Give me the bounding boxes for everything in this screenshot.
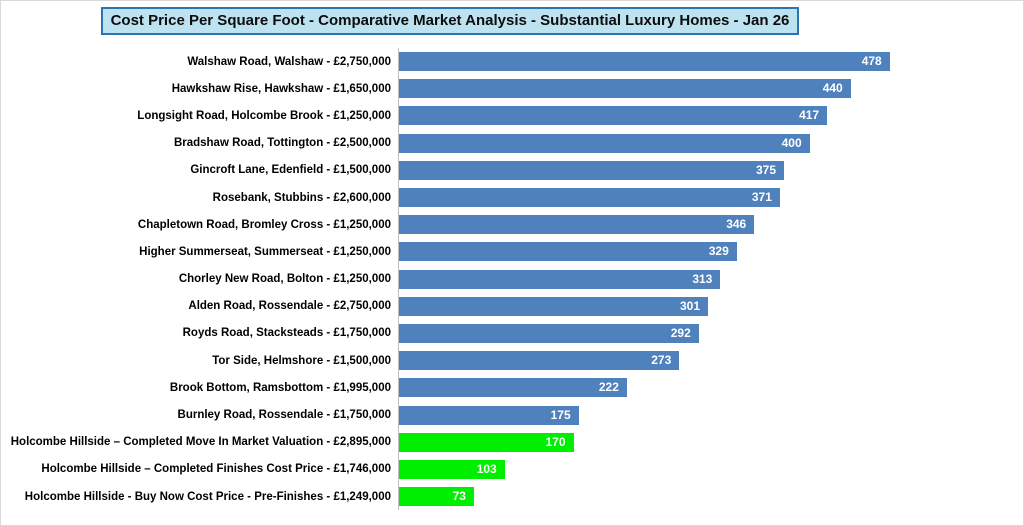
bar: 371 (399, 188, 780, 208)
chart-row: Holcombe Hillside – Completed Finishes C… (1, 455, 1015, 483)
chart-row: Tor Side, Helmshore - £1,500,000 273 (1, 347, 1015, 375)
bar-track: 346 (398, 211, 1015, 239)
bar-track: 273 (398, 347, 1015, 375)
value-label: 400 (781, 135, 802, 150)
value-label: 313 (692, 271, 713, 286)
value-label: 222 (598, 380, 619, 395)
bar: 273 (399, 351, 680, 371)
bar-track: 329 (398, 238, 1015, 266)
chart-row: Bradshaw Road, Tottington - £2,500,000 40… (1, 129, 1015, 157)
chart-row: Walshaw Road, Walshaw - £2,750,000 478 (1, 48, 1015, 76)
chart-row: Higher Summerseat, Summerseat - £1,250,0… (1, 238, 1015, 266)
value-label: 175 (550, 407, 571, 422)
category-label: Holcombe Hillside – Completed Finishes C… (41, 463, 391, 476)
category-label: Holcombe Hillside – Completed Move In Ma… (10, 436, 391, 449)
bar: 329 (399, 242, 737, 262)
bar-track: 103 (398, 455, 1015, 483)
bar-track: 400 (398, 129, 1015, 157)
category-label: Walshaw Road, Walshaw - £2,750,000 (187, 55, 391, 68)
bar: 478 (399, 52, 890, 72)
bar: 170 (399, 432, 574, 452)
chart-row: Burnley Road, Rossendale - £1,750,000 175 (1, 401, 1015, 429)
chart-row: Brook Bottom, Ramsbottom - £1,995,000 222 (1, 374, 1015, 402)
bar: 175 (399, 405, 579, 425)
value-label: 292 (670, 325, 691, 340)
category-label: Alden Road, Rossendale - £2,750,000 (188, 300, 391, 313)
bar-track: 417 (398, 102, 1015, 130)
category-label: Higher Summerseat, Summerseat - £1,250,0… (139, 245, 391, 258)
bar: 417 (399, 106, 828, 126)
chart-title: Cost Price Per Square Foot - Comparative… (101, 7, 799, 35)
category-label: Gincroft Lane, Edenfield - £1,500,000 (190, 164, 391, 177)
chart-row: Royds Road, Stacksteads - £1,750,000 292 (1, 319, 1015, 348)
chart-row: Longsight Road, Holcombe Brook - £1,250,… (1, 102, 1015, 130)
plot-area: Walshaw Road, Walshaw - £2,750,000 478 Haw… (1, 48, 1015, 511)
value-label: 273 (651, 353, 672, 368)
value-label: 417 (799, 108, 820, 123)
value-label: 170 (545, 434, 566, 449)
value-label: 375 (755, 162, 776, 177)
bar: 103 (399, 459, 505, 479)
bar-track: 371 (398, 183, 1015, 212)
bar-track: 175 (398, 401, 1015, 429)
chart-row: Hawkshaw Rise, Hawkshaw - £1,650,000 440 (1, 75, 1015, 103)
value-label: 478 (861, 54, 882, 69)
value-label: 440 (822, 81, 843, 96)
bar: 73 (399, 487, 474, 507)
category-label: Burnley Road, Rossendale - £1,750,000 (177, 409, 391, 422)
value-label: 329 (708, 244, 729, 259)
bar: 301 (399, 296, 709, 316)
value-label: 73 (452, 489, 466, 504)
category-label: Brook Bottom, Ramsbottom - £1,995,000 (169, 381, 391, 394)
bar-track: 375 (398, 156, 1015, 184)
value-label: 346 (726, 217, 747, 232)
bar: 222 (399, 378, 627, 398)
bar-track: 440 (398, 75, 1015, 103)
category-label: Longsight Road, Holcombe Brook - £1,250,… (137, 109, 391, 122)
category-label: Tor Side, Helmshore - £1,500,000 (212, 354, 391, 367)
bar-track: 222 (398, 374, 1015, 402)
bar-track: 313 (398, 265, 1015, 293)
bar-track: 301 (398, 292, 1015, 320)
bar: 346 (399, 215, 755, 235)
category-label: Rosebank, Stubbins - £2,600,000 (212, 191, 391, 204)
chart-row: Holcombe Hillside - Buy Now Cost Price -… (1, 483, 1015, 511)
category-label: Bradshaw Road, Tottington - £2,500,000 (173, 137, 391, 150)
category-label: Chapletown Road, Bromley Cross - £1,250,… (137, 218, 391, 231)
chart-row: Holcombe Hillside – Completed Move In Ma… (1, 428, 1015, 456)
bar: 313 (399, 269, 721, 289)
bar: 440 (399, 79, 851, 99)
bar: 400 (399, 133, 810, 153)
chart-row: Rosebank, Stubbins - £2,600,000 371 (1, 183, 1015, 212)
chart-row: Chapletown Road, Bromley Cross - £1,250,… (1, 211, 1015, 239)
bar-track: 478 (398, 48, 1015, 76)
value-label: 301 (679, 298, 701, 313)
chart-row: Chorley New Road, Bolton - £1,250,000 313 (1, 265, 1015, 293)
bar: 375 (399, 160, 784, 180)
bar-track: 73 (398, 483, 1015, 511)
bar-track: 292 (398, 319, 1015, 348)
category-label: Holcombe Hillside - Buy Now Cost Price -… (24, 490, 391, 503)
value-label: 371 (751, 190, 772, 205)
bar: 292 (399, 323, 699, 343)
chart-row: Alden Road, Rossendale - £2,750,000 301 (1, 292, 1015, 320)
category-label: Chorley New Road, Bolton - £1,250,000 (178, 273, 391, 286)
chart-row: Gincroft Lane, Edenfield - £1,500,000 375 (1, 156, 1015, 184)
value-label: 103 (476, 461, 497, 476)
category-label: Hawkshaw Rise, Hawkshaw - £1,650,000 (171, 82, 391, 95)
bar-track: 170 (398, 428, 1015, 456)
category-label: Royds Road, Stacksteads - £1,750,000 (182, 327, 391, 340)
